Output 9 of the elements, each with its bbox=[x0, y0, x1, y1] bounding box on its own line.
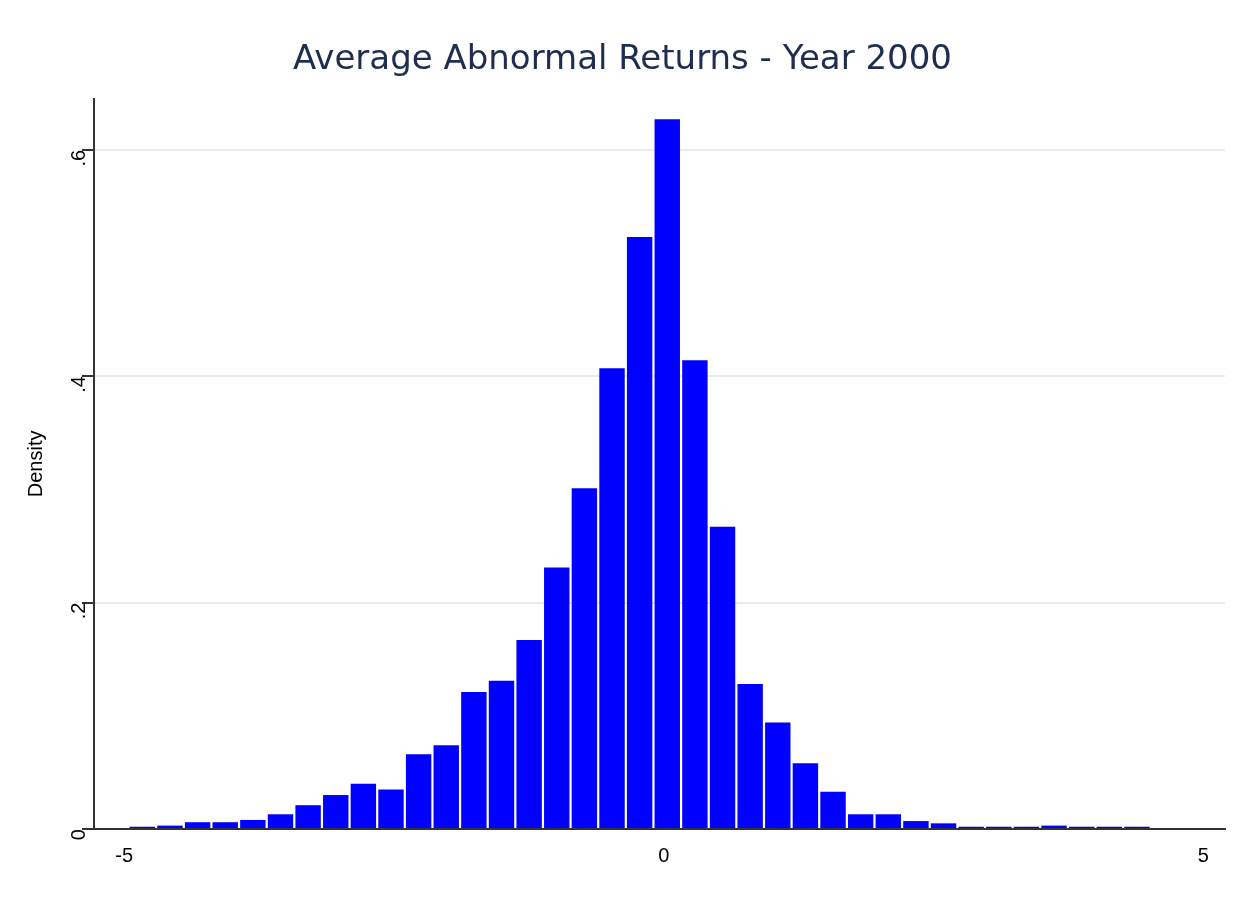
y-tick-label: 0 bbox=[66, 829, 89, 841]
x-tick-label: 0 bbox=[658, 843, 670, 866]
x-tick-label: -5 bbox=[115, 843, 134, 866]
chart-title: Average Abnormal Returns - Year 2000 bbox=[293, 37, 952, 78]
y-tick-label: .6 bbox=[66, 149, 89, 167]
y-tick-label: .4 bbox=[66, 376, 89, 393]
y-axis-title: Density bbox=[23, 430, 46, 498]
x-tick-label: 5 bbox=[1197, 843, 1209, 866]
y-tick-label: .2 bbox=[66, 602, 89, 620]
